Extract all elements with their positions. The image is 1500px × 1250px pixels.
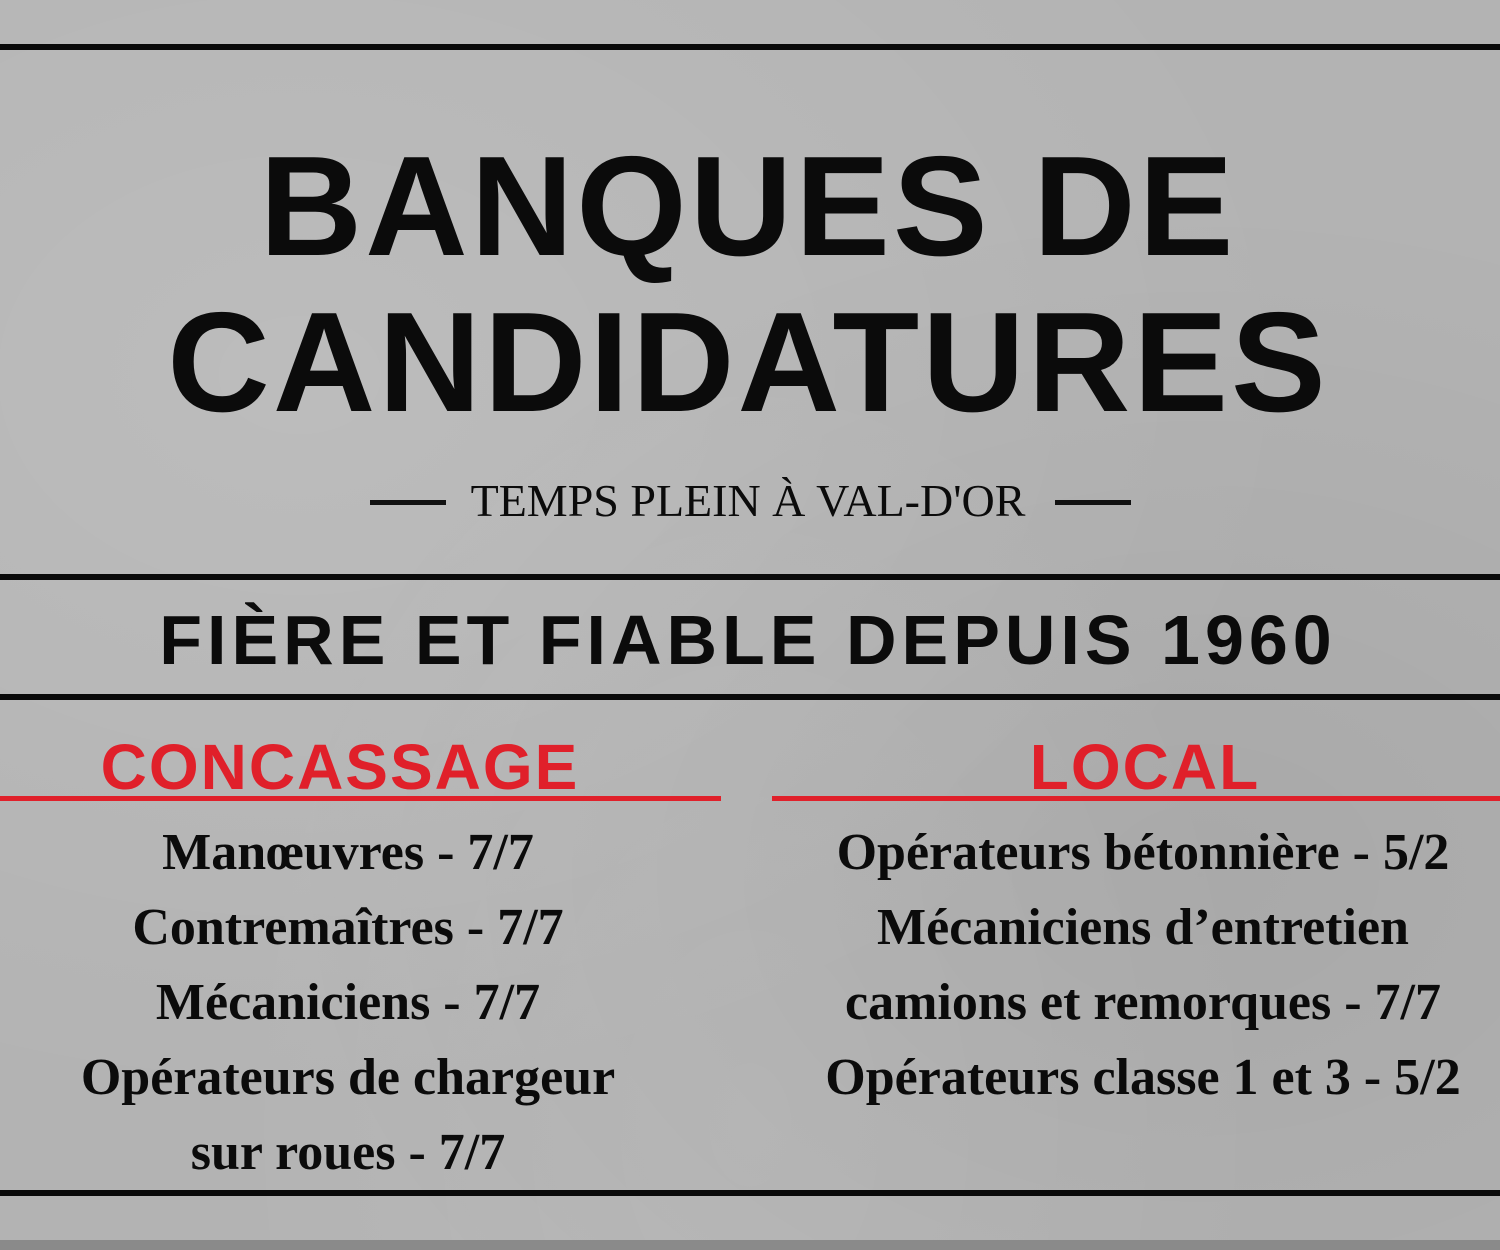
list-item: Manœuvres - 7/7 [162,824,534,881]
rule-above-slogan [0,574,1500,580]
list-item: Opérateurs bétonnière - 5/2 [836,824,1450,881]
subtitle-dash-right [1055,500,1131,505]
bottom-rule [0,1190,1500,1196]
list-item: Opérateurs classe 1 et 3 - 5/2 [825,1049,1461,1106]
list-item: Opérateurs de chargeur [80,1049,616,1106]
subtitle-dash-left [370,500,446,505]
heading-local: LOCAL [1029,731,1261,803]
bottom-edge [0,1240,1500,1250]
red-underline-left [0,796,721,801]
list-item: sur roues - 7/7 [190,1124,506,1181]
list-item: Contremaîtres - 7/7 [132,899,564,956]
concassage-list: Manœuvres - 7/7 Contremaîtres - 7/7 Méca… [81,815,615,1190]
list-item: Mécaniciens d’entretien [877,899,1409,956]
local-list: Opérateurs bétonnière - 5/2 Mécaniciens … [825,815,1460,1115]
rule-below-slogan [0,694,1500,700]
list-item: Mécaniciens - 7/7 [155,974,541,1031]
top-rule [0,44,1500,50]
title-line-2: CANDIDATURES [167,283,1329,442]
list-item: camions et remorques - 7/7 [845,974,1441,1031]
heading-concassage: CONCASSAGE [100,731,580,803]
subtitle: TEMPS PLEIN À VAL-D'OR [470,475,1026,526]
red-underline-right [772,796,1500,801]
slogan: FIÈRE ET FIABLE DEPUIS 1960 [159,601,1337,679]
title-line-1: BANQUES DE [259,127,1237,286]
